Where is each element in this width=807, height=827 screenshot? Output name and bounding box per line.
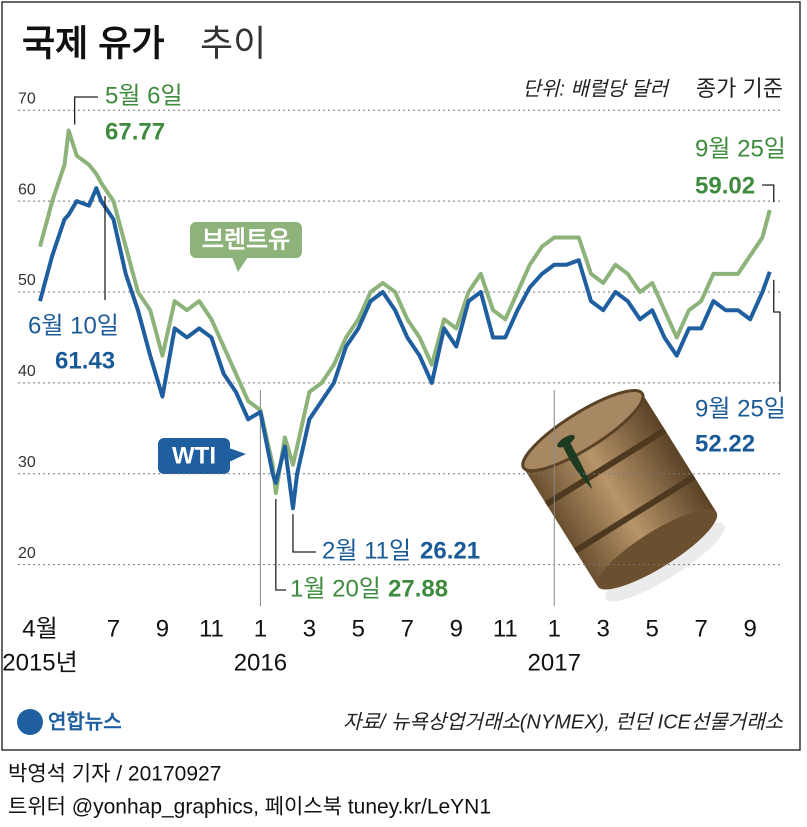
- chart-title-suffix: 추이: [200, 23, 266, 64]
- annotation-arrow: [275, 499, 286, 591]
- annotation-date: 6월 10일: [28, 312, 119, 339]
- x-tick-label: 7: [401, 615, 414, 642]
- wti-callout: [158, 438, 230, 474]
- y-tick-label: 50: [18, 272, 36, 289]
- wti-callout-pointer: [229, 448, 246, 462]
- brent-callout-pointer: [232, 257, 248, 272]
- annotation-date: 9월 25일: [695, 135, 786, 162]
- social: 트위터 @yonhap_graphics, 페이스북 tuney.kr/LeYN…: [8, 796, 491, 819]
- x-tick-label: 7: [107, 615, 120, 642]
- series-label: 브렌트유: [202, 226, 290, 253]
- x-tick-label: 4월: [22, 615, 57, 642]
- annotation-arrow: [762, 184, 775, 203]
- annotation-date: 5월 6일: [105, 82, 183, 109]
- annotation-value: 59.02: [695, 172, 755, 199]
- series-line: [38, 128, 772, 496]
- x-tick-label: 7: [695, 615, 708, 642]
- x-tick-label: 3: [303, 615, 316, 642]
- x-tick-label: 9: [743, 615, 756, 642]
- x-tick-label: 5: [646, 615, 659, 642]
- chart-title: 국제 유가: [22, 23, 164, 64]
- x-tick-label: 11: [493, 615, 518, 642]
- annotation-arrow: [74, 96, 98, 125]
- annotation-value: 27.88: [388, 575, 448, 602]
- x-tick-label: 1: [548, 615, 561, 642]
- annotation-arrow: [292, 514, 316, 553]
- y-tick-label: 70: [18, 90, 36, 107]
- x-tick-label: 3: [597, 615, 610, 642]
- x-tick-label: 11: [199, 615, 224, 642]
- y-tick-label: 20: [18, 545, 36, 562]
- x-tick-label: 9: [156, 615, 169, 642]
- annotation-arrow: [773, 279, 781, 392]
- series-line: [38, 186, 772, 511]
- annotation-value: 67.77: [105, 118, 165, 145]
- annotation-value: 61.43: [55, 347, 115, 374]
- byline: 박영석 기자 / 20170927: [8, 763, 221, 786]
- year-label: 2017: [528, 649, 581, 676]
- brent-callout: [190, 222, 302, 258]
- annotation-value: 26.21: [420, 537, 480, 564]
- barrel-illustration: [521, 389, 726, 602]
- logo: 연합뉴스: [48, 710, 122, 733]
- x-tick-label: 1: [254, 615, 267, 642]
- year-label: 2016: [234, 649, 287, 676]
- source: 자료/ 뉴욕상업거래소(NYMEX), 런던 ICE선물거래소: [343, 711, 784, 733]
- annotation-date: 9월 25일: [695, 395, 786, 422]
- x-tick-label: 9: [450, 615, 463, 642]
- annotation-value: 52.22: [695, 430, 755, 457]
- frame: [1, 1, 801, 751]
- y-tick-label: 30: [18, 454, 36, 471]
- annotation-date: 2월 11일: [322, 537, 411, 564]
- y-tick-label: 40: [18, 363, 36, 380]
- series-label: WTI: [172, 442, 216, 469]
- annotation-date: 1월 20일: [290, 575, 381, 602]
- unit: 단위: 배럴당 달러: [523, 78, 670, 100]
- year-label: 2015년: [2, 649, 77, 676]
- logo-mark: [17, 709, 43, 735]
- x-tick-label: 5: [352, 615, 365, 642]
- basis: 종가 기준: [696, 76, 783, 101]
- y-tick-label: 60: [18, 181, 36, 198]
